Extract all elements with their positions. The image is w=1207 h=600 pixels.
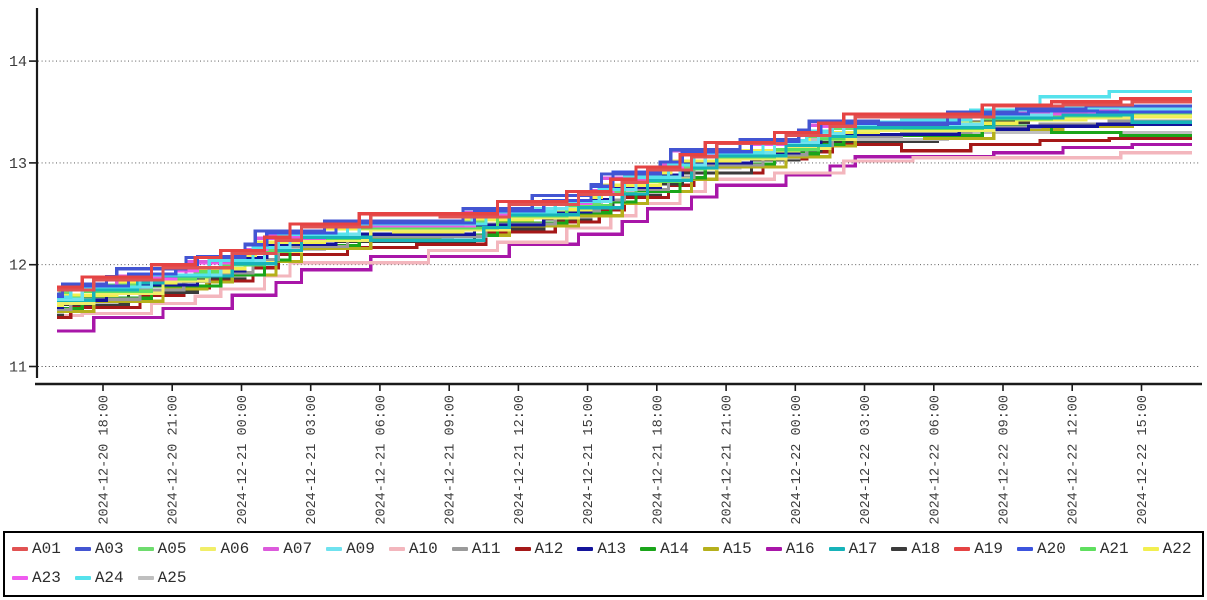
legend-item-A14: A14 <box>640 536 689 561</box>
legend-label: A19 <box>974 539 1003 558</box>
x-tick-label: 2024-12-21 21:00 <box>721 395 736 525</box>
x-tick-label: 2024-12-22 15:00 <box>1136 395 1151 525</box>
legend-swatch-A16 <box>765 546 782 551</box>
legend-item-A20: A20 <box>1017 536 1066 561</box>
y-tick-label: 11 <box>9 360 27 377</box>
legend-label: A21 <box>1099 539 1129 558</box>
legend-item-A25: A25 <box>137 565 187 590</box>
legend-swatch-A03 <box>74 546 91 551</box>
legend-item-A24: A24 <box>74 565 124 590</box>
legend-label: A16 <box>785 539 815 558</box>
legend-swatch-A14 <box>640 546 657 551</box>
legend-item-A11: A11 <box>451 536 501 561</box>
x-tick-label: 2024-12-21 15:00 <box>582 395 597 525</box>
series-A18 <box>56 107 1193 317</box>
legend-item-A01: A01 <box>12 536 61 561</box>
legend-item-A09: A09 <box>326 536 375 561</box>
legend-item-A03: A03 <box>74 536 124 561</box>
legend-item-A06: A06 <box>200 536 249 561</box>
legend-swatch-A23 <box>12 575 28 580</box>
legend-label: A14 <box>660 539 689 558</box>
legend-label: A22 <box>1162 539 1192 558</box>
x-tick-label: 2024-12-20 21:00 <box>167 395 182 525</box>
legend-label: A10 <box>408 539 438 558</box>
legend-swatch-A12 <box>514 546 531 551</box>
series-A12 <box>56 136 1193 320</box>
legend-label: A09 <box>346 539 375 558</box>
legend-swatch-A05 <box>137 546 154 551</box>
x-tick-label: 2024-12-20 18:00 <box>98 395 113 525</box>
legend-swatch-A06 <box>200 546 217 551</box>
legend-label: A03 <box>94 539 124 558</box>
legend-label: A15 <box>722 539 752 558</box>
legend-swatch-A10 <box>388 546 405 551</box>
legend-label: A06 <box>220 539 250 558</box>
x-tick-label: 2024-12-21 09:00 <box>444 395 459 525</box>
legend-swatch-A18 <box>891 546 908 551</box>
series-A17 <box>56 113 1193 302</box>
legend-swatch-A07 <box>263 546 280 551</box>
legend-item-A10: A10 <box>388 536 438 561</box>
legend-swatch-A22 <box>1142 546 1159 551</box>
x-tick-label: 2024-12-22 03:00 <box>859 395 874 525</box>
legend-label: A07 <box>283 539 313 558</box>
chart-legend: A01 A03 A05 A06 A07 A09 A10 A11 A12 A13 A14 A15 A16 A… <box>3 531 1204 597</box>
legend-swatch-A09 <box>326 546 343 551</box>
legend-item-A21: A21 <box>1079 536 1129 561</box>
series-A10 <box>56 151 1193 318</box>
x-tick-label: 2024-12-22 06:00 <box>928 395 943 525</box>
x-tick-label: 2024-12-22 09:00 <box>998 395 1013 525</box>
legend-swatch-A11 <box>451 546 468 551</box>
legend-swatch-A21 <box>1079 546 1096 551</box>
y-tick-label: 14 <box>9 54 27 71</box>
legend-label: A11 <box>471 539 501 558</box>
legend-label: A25 <box>157 568 187 587</box>
legend-item-A15: A15 <box>702 536 752 561</box>
legend-swatch-A15 <box>702 546 719 551</box>
legend-label: A18 <box>911 539 941 558</box>
legend-item-A19: A19 <box>954 536 1003 561</box>
legend-item-A12: A12 <box>514 536 564 561</box>
series-A19 <box>56 97 1193 289</box>
plot-area: 11 12 13 14 2024-12-20 18:00 2024-12-20 21:00… <box>9 8 1202 525</box>
x-tick-label: 2024-12-21 06:00 <box>374 395 389 525</box>
y-tick-label: 12 <box>9 258 27 275</box>
legend-item-A05: A05 <box>137 536 187 561</box>
x-tick-label: 2024-12-22 00:00 <box>790 395 805 525</box>
legend-label: A17 <box>848 539 878 558</box>
legend-swatch-A13 <box>577 546 594 551</box>
series-A24 <box>56 90 1193 299</box>
x-tick-label: 2024-12-21 18:00 <box>651 395 666 525</box>
series-A01 <box>56 100 1193 292</box>
legend-label: A01 <box>32 539 61 558</box>
legend-swatch-A20 <box>1017 546 1033 551</box>
x-tick-label: 2024-12-22 12:00 <box>1067 395 1082 525</box>
legend-label: A12 <box>534 539 564 558</box>
legend-label: A05 <box>157 539 187 558</box>
legend-item-A07: A07 <box>263 536 312 561</box>
x-tick-label: 2024-12-21 00:00 <box>236 395 251 525</box>
series-A15 <box>56 121 1193 314</box>
x-tick-label: 2024-12-21 03:00 <box>305 395 320 525</box>
legend-swatch-A01 <box>12 546 28 551</box>
legend-label: A13 <box>597 539 627 558</box>
legend-item-A13: A13 <box>577 536 626 561</box>
legend-swatch-A24 <box>74 575 91 580</box>
legend-item-A16: A16 <box>765 536 815 561</box>
legend-swatch-A19 <box>954 546 971 551</box>
legend-item-A17: A17 <box>828 536 878 561</box>
step-chart-canvas: 11 12 13 14 2024-12-20 18:00 2024-12-20 21:00… <box>9 8 1202 525</box>
x-tick-label: 2024-12-21 12:00 <box>513 395 528 525</box>
legend-label: A23 <box>32 568 61 587</box>
legend-label: A24 <box>94 568 124 587</box>
legend-item-A22: A22 <box>1142 536 1192 561</box>
legend-swatch-A17 <box>828 546 845 551</box>
legend-label: A20 <box>1037 539 1066 558</box>
legend-swatch-A25 <box>137 575 154 580</box>
y-tick-label: 13 <box>9 156 27 173</box>
legend-item-A23: A23 <box>12 565 61 590</box>
legend-item-A18: A18 <box>891 536 940 561</box>
